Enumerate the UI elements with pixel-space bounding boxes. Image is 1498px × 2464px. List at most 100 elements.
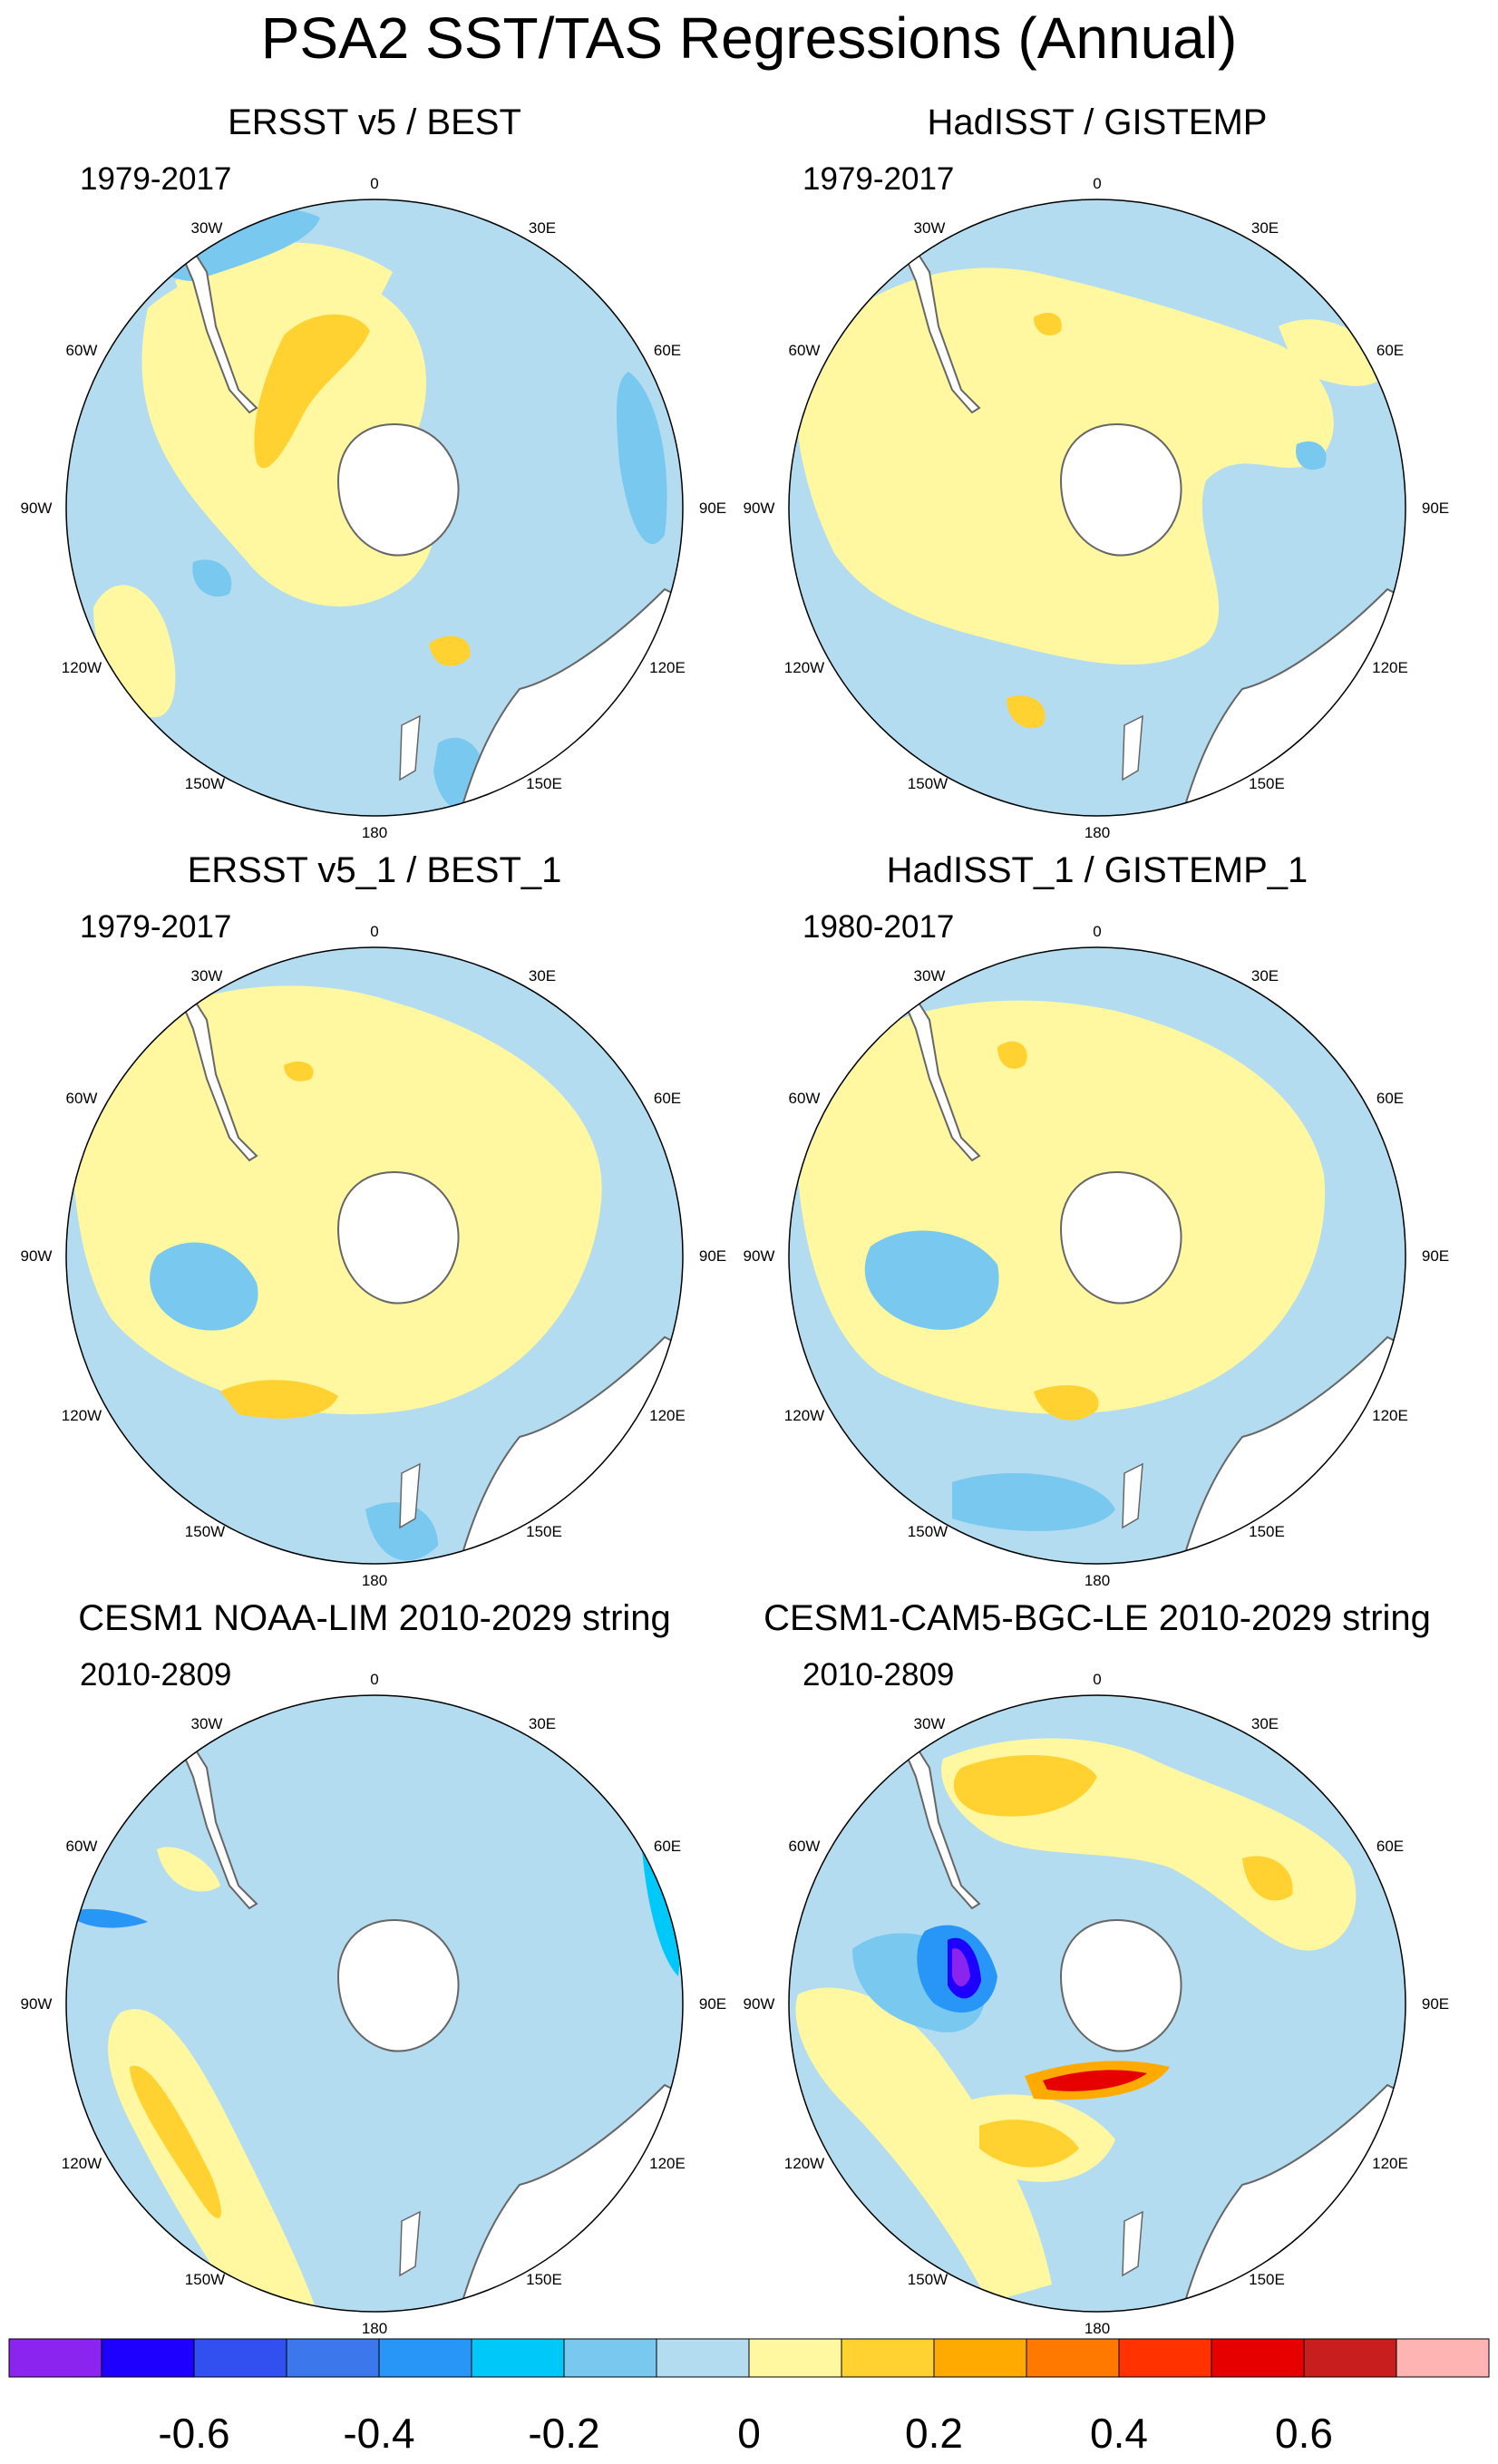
lon-label-150e: 150E [526, 1523, 562, 1540]
strong-positive-region [953, 1755, 1097, 1817]
lon-label-150w: 150W [908, 775, 948, 792]
positive-anomaly-region [108, 2009, 320, 2312]
colorbar-box [656, 2338, 750, 2378]
lon-label-150w: 150W [185, 1523, 225, 1540]
lon-label-30e: 30E [1251, 967, 1279, 985]
positive-anomaly-region [157, 1847, 220, 1892]
lon-label-180: 180 [362, 1572, 387, 1589]
strong-positive-region [1043, 2070, 1147, 2091]
lon-label-120e: 120E [649, 2155, 686, 2172]
south-america-landmass [175, 234, 258, 414]
panel-period: 2010-2809 [80, 1657, 232, 1693]
colorbar-tick-label: -0.6 [158, 2410, 229, 2457]
lon-label-90e: 90E [1422, 1247, 1449, 1265]
lon-label-30e: 30E [529, 219, 556, 237]
polar-map: 0 30E 60E 90E 120E 150E 180 150W 120W 90… [744, 1671, 1450, 2337]
panel-period: 2010-2809 [802, 1657, 955, 1693]
lon-label-120e: 120E [1372, 2155, 1408, 2172]
colorbar-box [1211, 2338, 1305, 2378]
lon-label-60e: 60E [1376, 1838, 1404, 1855]
colorbar-box [8, 2338, 102, 2378]
strong-positive-region [1034, 313, 1062, 335]
lon-label-150w: 150W [908, 2271, 948, 2288]
lon-label-30e: 30E [1251, 219, 1279, 237]
colorbar-box [1303, 2338, 1397, 2378]
lon-label-90e: 90E [1422, 500, 1449, 517]
panel-period: 1979-2017 [80, 161, 232, 197]
south-america-landmass [898, 982, 981, 1162]
positive-anomaly-region [795, 1987, 1052, 2303]
lon-label-60w: 60W [789, 342, 821, 359]
lon-label-150e: 150E [526, 2271, 562, 2288]
lon-label-90e: 90E [699, 500, 726, 517]
lon-label-30w: 30W [191, 967, 223, 985]
lon-label-120e: 120E [1372, 659, 1408, 676]
map-panel-cesm1-cam5-bgc-le: CESM1-CAM5-BGC-LE 2010-2029 string 2010-… [723, 1596, 1472, 2344]
negative-anomaly-region [150, 1242, 258, 1331]
lon-label-150e: 150E [1249, 1523, 1285, 1540]
positive-anomaly-region [1279, 319, 1387, 386]
lon-label-30e: 30E [529, 967, 556, 985]
negative-anomaly-region [365, 1502, 438, 1561]
lon-label-180: 180 [362, 2320, 387, 2337]
lon-label-150e: 150E [1249, 775, 1285, 792]
antarctica-landmass [1059, 1171, 1182, 1305]
lon-label-60w: 60W [66, 1090, 98, 1107]
strong-positive-region [429, 635, 471, 666]
longitude-labels: 0 30E 60E 90E 120E 150E 180 150W 120W 90… [21, 1671, 727, 2337]
longitude-labels: 0 30E 60E 90E 120E 150E 180 150W 120W 90… [744, 175, 1450, 841]
panel-title: HadISST / GISTEMP [927, 102, 1268, 142]
new-zealand-landmass [1122, 1462, 1143, 1529]
new-zealand-landmass [399, 1462, 421, 1529]
polar-map: 0 30E 60E 90E 120E 150E 180 150W 120W 90… [21, 1671, 727, 2337]
south-america-landmass [898, 234, 981, 414]
positive-anomaly-region [93, 585, 176, 718]
antarctica-landmass [336, 1919, 460, 2052]
polar-map: 0 30E 60E 90E 120E 150E 180 150W 120W 90… [744, 923, 1450, 1589]
lon-label-60w: 60W [789, 1090, 821, 1107]
map-panel-cesm1-noaa-lim: CESM1 NOAA-LIM 2010-2029 string 2010-280… [0, 1596, 749, 2344]
lon-label-60e: 60E [654, 342, 681, 359]
colorbar-box [841, 2338, 935, 2378]
longitude-labels: 0 30E 60E 90E 120E 150E 180 150W 120W 90… [744, 1671, 1450, 2337]
lon-label-90w: 90W [21, 500, 53, 517]
lon-label-180: 180 [362, 824, 387, 841]
lon-label-90w: 90W [21, 1247, 53, 1265]
negative-anomaly-region [952, 1473, 1115, 1531]
colorbar-tick-label: 0.6 [1275, 2410, 1333, 2457]
colorbar-tick-label: -0.4 [343, 2410, 414, 2457]
colorbar-box [748, 2338, 842, 2378]
polar-map: 0 30E 60E 90E 120E 150E 180 150W 120W 90… [744, 175, 1450, 841]
polar-map: 0 30E 60E 90E 120E 150E 180 150W 120W 90… [21, 175, 727, 841]
lon-label-30w: 30W [914, 1715, 946, 1732]
lon-label-120w: 120W [62, 659, 102, 676]
map-panel-hadisst-gistemp-1: HadISST_1 / GISTEMP_1 1980-2017 0 30E 60… [723, 848, 1472, 1596]
map-panel-ersst-best-1: ERSST v5_1 / BEST_1 1979-2017 0 30E 60E … [0, 848, 749, 1596]
map-frame [788, 946, 1406, 1565]
antarctica-landmass [1059, 1919, 1182, 2052]
colorbar-tick-label: 0.2 [905, 2410, 963, 2457]
lon-label-90e: 90E [699, 1247, 726, 1265]
panel-period: 1980-2017 [802, 909, 955, 945]
colorbar: -0.6 -0.4 -0.2 0 0.2 0.4 0.6 [8, 2338, 1490, 2457]
lon-label-90w: 90W [744, 1995, 775, 2013]
strong-positive-region [254, 314, 370, 469]
longitude-labels: 0 30E 60E 90E 120E 150E 180 150W 120W 90… [21, 923, 727, 1589]
map-frame [788, 199, 1406, 817]
lon-label-120w: 120W [784, 659, 824, 676]
lon-label-30w: 30W [191, 1715, 223, 1732]
colorbar-box [471, 2338, 565, 2378]
longitude-labels: 0 30E 60E 90E 120E 150E 180 150W 120W 90… [744, 923, 1450, 1589]
antarctica-landmass [336, 1171, 460, 1305]
lon-label-150w: 150W [185, 775, 225, 792]
lon-label-30w: 30W [914, 967, 946, 985]
lon-label-0: 0 [1093, 175, 1101, 192]
negative-anomaly-region [952, 1948, 970, 1987]
strong-positive-region [284, 1061, 314, 1082]
map-frame [65, 946, 684, 1565]
panel-period: 1979-2017 [80, 909, 232, 945]
negative-anomaly-region [617, 372, 667, 545]
colorbar-box [286, 2338, 380, 2378]
map-frame [65, 1694, 684, 2313]
polar-map: 0 30E 60E 90E 120E 150E 180 150W 120W 90… [21, 923, 727, 1589]
